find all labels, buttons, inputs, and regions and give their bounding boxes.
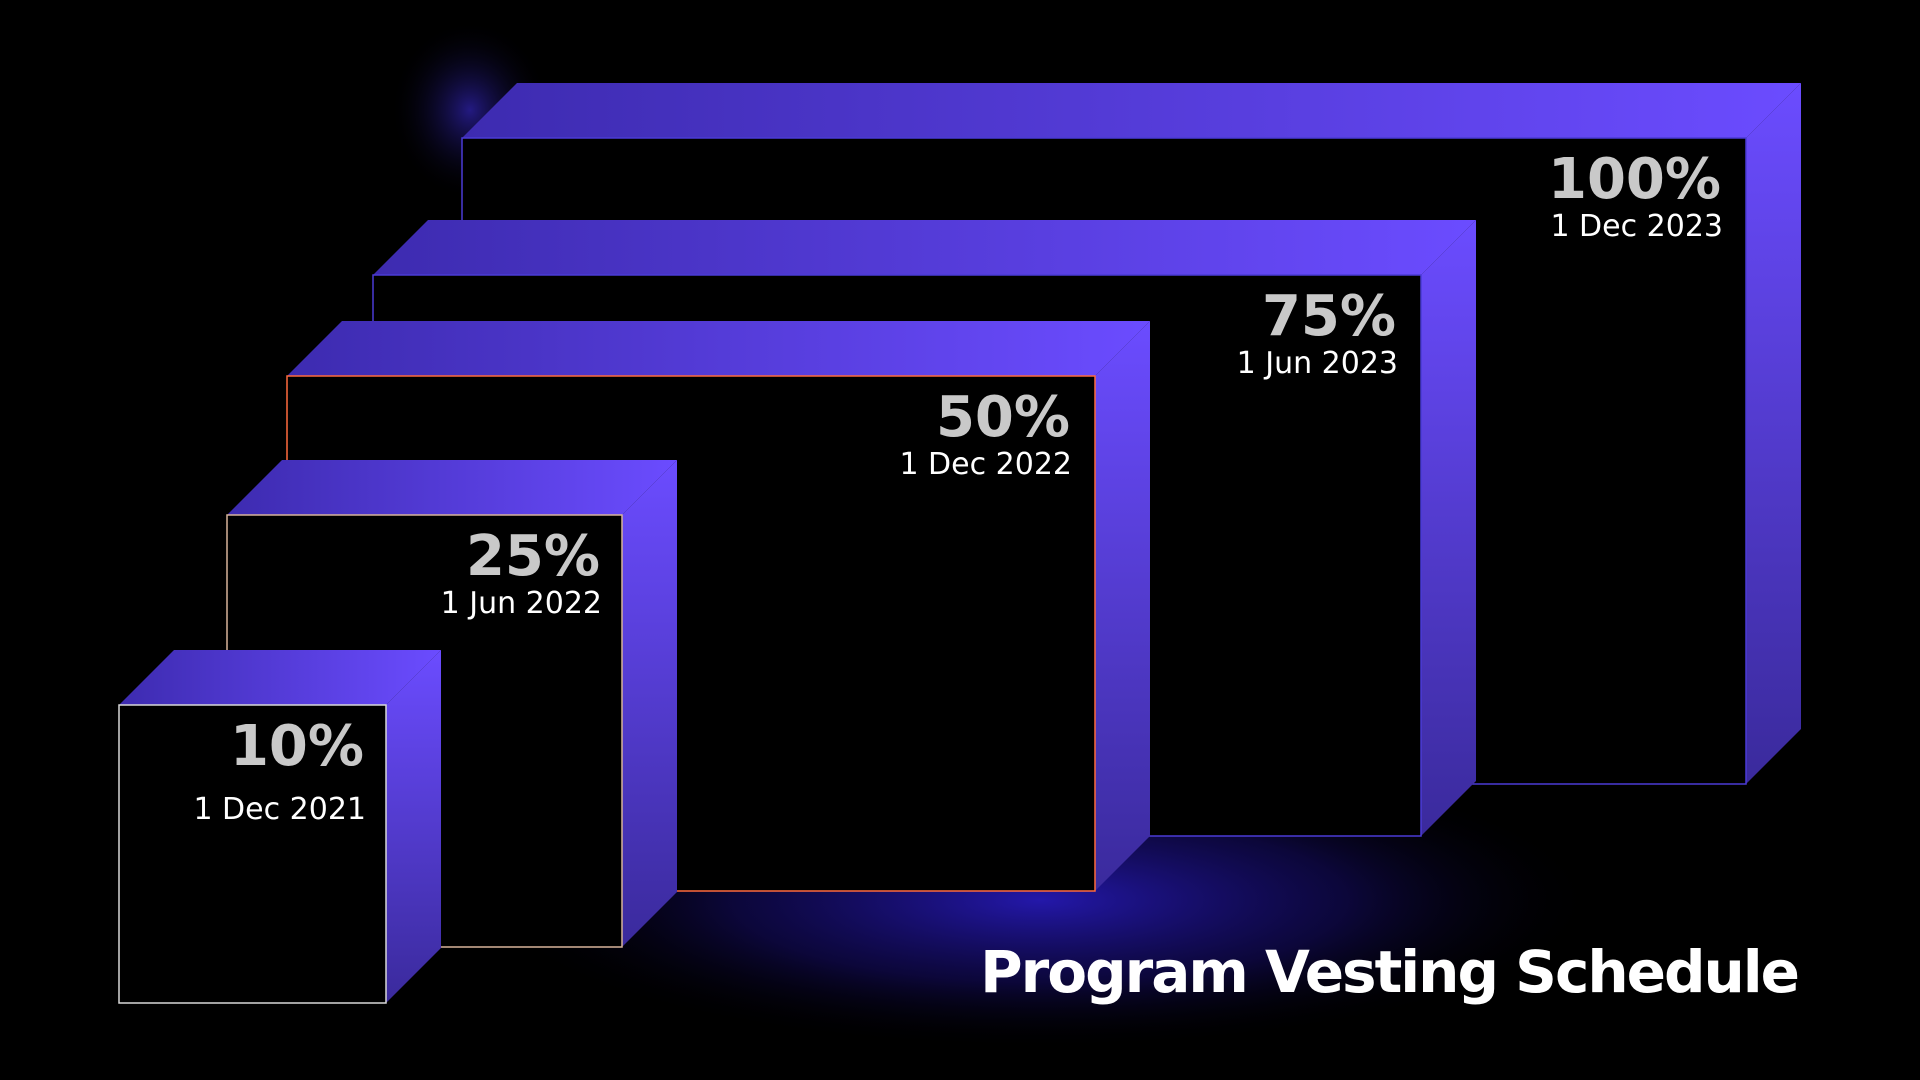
- milestone-percent: 10%: [230, 714, 364, 779]
- block-side-face: [1746, 83, 1801, 784]
- milestone-percent: 50%: [936, 385, 1070, 450]
- block-top-face: [287, 321, 1150, 376]
- block-side-face: [622, 460, 677, 947]
- chart-title: Program Vesting Schedule: [980, 938, 1800, 1006]
- vesting-block-1: 10% 1 Dec 2021: [118, 650, 441, 1004]
- block-top-face: [227, 460, 677, 515]
- milestone-percent: 75%: [1262, 284, 1396, 349]
- milestone-date: 1 Dec 2021: [193, 792, 366, 827]
- block-top-face: [373, 220, 1476, 275]
- milestone-date: 1 Dec 2022: [899, 447, 1072, 482]
- block-top-face: [462, 83, 1801, 138]
- milestone-date: 1 Jun 2023: [1237, 346, 1398, 381]
- block-side-face: [1421, 220, 1476, 836]
- milestone-percent: 25%: [466, 524, 600, 589]
- milestone-date: 1 Jun 2022: [441, 586, 602, 621]
- milestone-percent: 100%: [1548, 147, 1721, 212]
- block-side-face: [1095, 321, 1150, 891]
- block-front-face: [118, 704, 387, 1004]
- milestone-date: 1 Dec 2023: [1550, 209, 1723, 244]
- block-side-face: [386, 650, 441, 1003]
- block-top-face: [119, 650, 441, 705]
